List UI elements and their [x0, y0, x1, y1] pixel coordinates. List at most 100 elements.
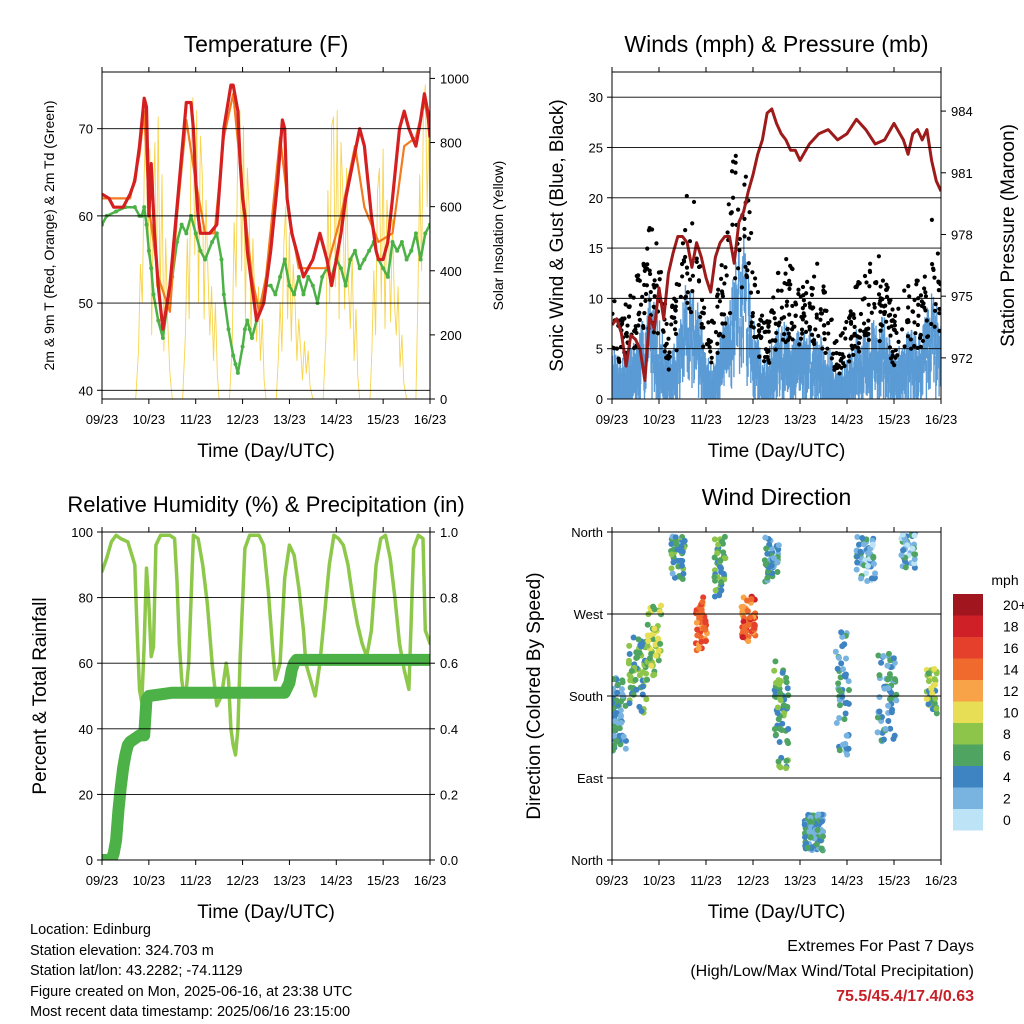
gust-point: [829, 317, 834, 323]
gust-point: [905, 334, 911, 339]
direction-point: [854, 559, 861, 566]
gust-point: [783, 271, 788, 276]
gust-point: [726, 202, 731, 207]
direction-point: [891, 732, 898, 739]
y-axis-label: Sonic Wind & Gust (Blue, Black): [547, 99, 568, 371]
plot-area-humidity: [102, 533, 430, 860]
direction-point: [764, 574, 771, 581]
gust-point: [655, 331, 660, 336]
dewpoint-point: [193, 231, 198, 236]
direction-point: [784, 685, 791, 692]
direction-point: [902, 564, 909, 571]
gust-point: [664, 341, 669, 346]
gust-point: [829, 356, 834, 361]
gust-point: [872, 305, 877, 310]
direction-point: [784, 703, 791, 710]
gust-point: [890, 307, 895, 312]
gust-point: [752, 282, 757, 287]
direction-point: [845, 678, 852, 685]
x-tick-label: 13/23: [273, 873, 306, 888]
direction-point: [845, 745, 852, 752]
gust-point: [612, 311, 615, 316]
direction-point: [639, 683, 646, 690]
direction-point: [774, 704, 781, 711]
direction-point: [612, 676, 617, 683]
direction-point: [678, 562, 685, 569]
dewpoint-point: [149, 266, 154, 271]
gust-point: [848, 309, 853, 314]
gust-point: [826, 331, 831, 336]
y-tick-label: 50: [79, 296, 93, 311]
gust-point: [632, 328, 637, 334]
direction-point: [644, 676, 651, 683]
gust-point: [672, 327, 678, 332]
direction-point: [776, 739, 783, 746]
gust-point: [709, 318, 715, 323]
gust-point: [810, 339, 815, 344]
gust-point: [915, 322, 921, 328]
direction-point: [720, 549, 727, 556]
direction-point: [711, 574, 718, 581]
gust-point: [699, 297, 705, 303]
direction-point: [843, 655, 850, 662]
direction-point: [925, 701, 932, 708]
direction-point: [911, 532, 918, 539]
gust-point: [699, 325, 704, 330]
direction-point: [644, 642, 651, 649]
gust-point: [931, 267, 936, 273]
gust-point: [936, 288, 941, 293]
dewpoint-point: [362, 257, 367, 262]
gust-point: [666, 336, 671, 341]
direction-point: [744, 608, 751, 615]
gust-point: [749, 230, 754, 236]
legend-swatch: [953, 680, 983, 702]
x-tick-label: 10/23: [133, 412, 166, 427]
gust-point: [750, 270, 755, 275]
gust-point: [719, 263, 724, 268]
extremes-subtitle: (High/Low/Max Wind/Total Precipitation): [690, 963, 974, 980]
dewpoint-point: [184, 231, 189, 236]
plot-frame: [101, 531, 431, 861]
direction-point: [720, 570, 727, 577]
gust-point: [645, 262, 650, 267]
direction-point: [618, 712, 625, 719]
dewpoint-point: [179, 222, 184, 227]
y-axis-label: Percent & Total Rainfall: [30, 597, 51, 794]
y2-tick-label: 1000: [440, 71, 469, 86]
direction-point: [933, 710, 940, 717]
y-tick-label: 40: [79, 383, 93, 398]
gust-point: [872, 301, 877, 307]
y2-tick-label: 200: [440, 328, 462, 343]
gust-point: [810, 286, 815, 291]
gust-point: [767, 360, 772, 365]
x-tick-label: 14/23: [320, 412, 353, 427]
direction-point: [775, 542, 782, 549]
direction-point: [775, 758, 782, 765]
y2-tick-label: 984: [951, 104, 973, 119]
y-tick-label: 60: [79, 656, 93, 671]
direction-point: [813, 841, 820, 848]
gust-point: [811, 274, 817, 279]
gust-point: [749, 320, 754, 325]
direction-point: [628, 667, 635, 674]
direction-point: [882, 726, 889, 733]
direction-point: [869, 541, 876, 548]
gust-point: [716, 287, 721, 292]
gust-point: [642, 311, 647, 316]
direction-point: [885, 650, 892, 657]
gust-point: [818, 307, 823, 312]
gust-point: [766, 324, 771, 329]
gust-point: [688, 309, 694, 315]
gust-point: [866, 337, 871, 343]
direction-point: [840, 666, 847, 673]
gust-point: [815, 261, 820, 266]
gust-point: [682, 295, 688, 300]
gust-point: [690, 289, 695, 294]
gust-point: [784, 257, 789, 262]
direction-point: [841, 716, 848, 723]
dewpoint-point: [409, 248, 414, 253]
direction-point: [627, 684, 634, 691]
gust-point: [916, 313, 921, 318]
y2-tick-label: 600: [440, 200, 462, 215]
y-tick-label: North: [571, 525, 603, 540]
